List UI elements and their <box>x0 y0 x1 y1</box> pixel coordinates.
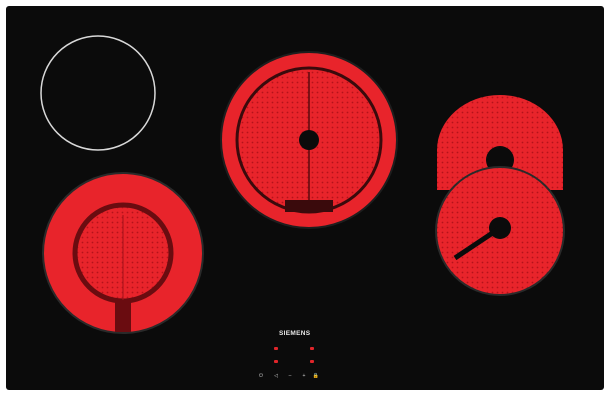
select-button[interactable]: ◁ <box>274 373 278 379</box>
brand-logo: SIEMENS <box>279 330 311 337</box>
control-led <box>274 347 278 350</box>
plus-button[interactable]: + <box>302 373 306 379</box>
zone-center <box>220 51 398 229</box>
control-led <box>310 360 314 363</box>
zone-bottom-left <box>42 172 204 334</box>
lock-button[interactable]: 🔒 <box>312 373 320 379</box>
zone-top-left-off <box>40 35 156 151</box>
minus-button[interactable]: – <box>288 373 292 379</box>
control-led <box>310 347 314 350</box>
control-led <box>274 360 278 363</box>
zone-right-lower <box>435 166 565 296</box>
power-button[interactable]: ⏻ <box>259 373 263 379</box>
